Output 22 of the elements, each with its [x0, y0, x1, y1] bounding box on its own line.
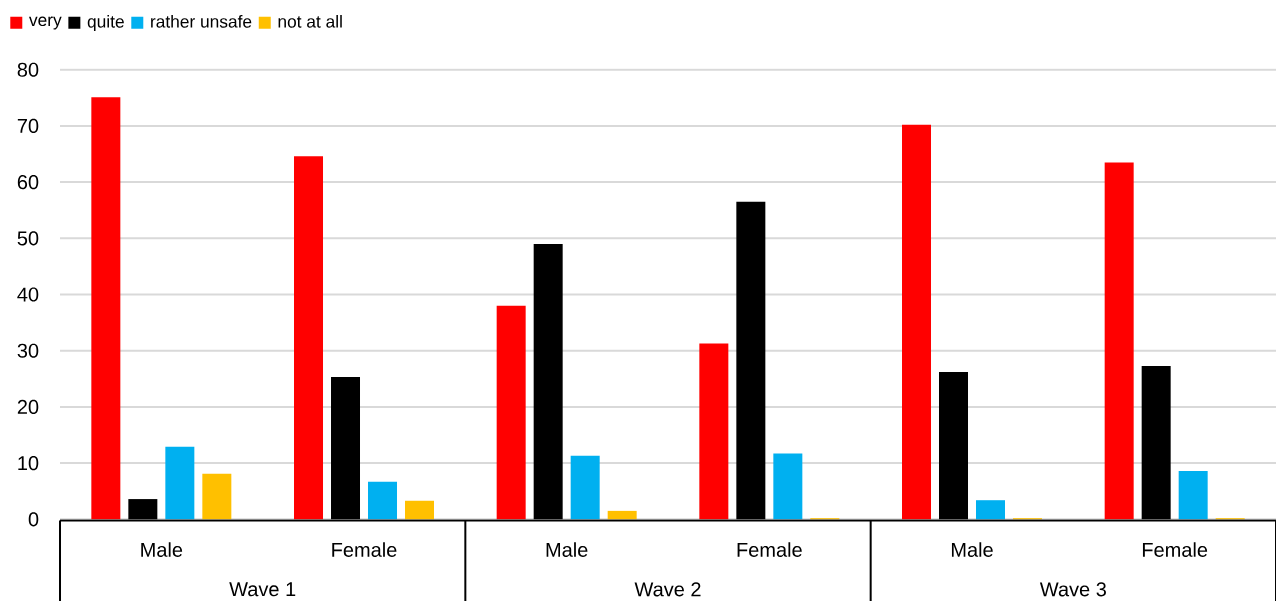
legend-label: very — [29, 16, 62, 30]
text: Wave 2 — [634, 582, 701, 597]
x-tick-label: Male — [951, 542, 993, 557]
y-tick-label: 50 — [17, 231, 39, 246]
y-tick-label: 60 — [17, 175, 39, 190]
y-tick-label: 70 — [17, 118, 39, 133]
x-tick-label: Female — [332, 542, 397, 557]
x-tick-label: Male — [141, 542, 183, 557]
x-tick-label: Male — [546, 542, 588, 557]
legend-label: rather unsafe — [151, 14, 252, 28]
legend-label: not at all — [278, 14, 342, 28]
text: Wave 3 — [1039, 582, 1106, 597]
y-tick-label: 80 — [17, 62, 39, 77]
y-tick-label: 0 — [28, 512, 39, 527]
x-tick-label: Female — [737, 542, 802, 557]
y-tick-label: 20 — [17, 399, 39, 414]
text: Wave 1 — [229, 582, 296, 597]
x-tick-label: Female — [1142, 542, 1208, 557]
y-tick-label: 30 — [17, 343, 39, 358]
y-tick-label: 40 — [17, 287, 39, 302]
legend-label: quite — [87, 14, 124, 32]
y-tick-label: 10 — [18, 456, 39, 471]
